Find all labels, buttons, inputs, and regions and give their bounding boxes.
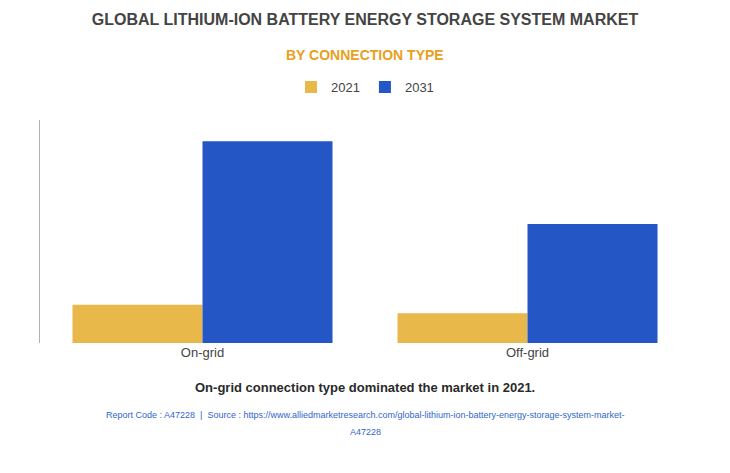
svg-text:On-grid connection type domina: On-grid connection type dominated the ma… [195,380,535,395]
svg-text:Off-grid: Off-grid [506,345,549,360]
svg-text:On-grid: On-grid [181,345,224,360]
svg-text:Report Code : A47228 | Sourc: Report Code : A47228 | Source : https://… [106,410,625,420]
svg-text:BY CONNECTION TYPE: BY CONNECTION TYPE [286,47,444,63]
svg-text:GLOBAL LITHIUM-ION BATTERY ENE: GLOBAL LITHIUM-ION BATTERY ENERGY STORAG… [92,11,639,28]
svg-text:2031: 2031 [405,80,434,95]
svg-text:2021: 2021 [331,80,360,95]
svg-text:A47228: A47228 [350,427,381,437]
